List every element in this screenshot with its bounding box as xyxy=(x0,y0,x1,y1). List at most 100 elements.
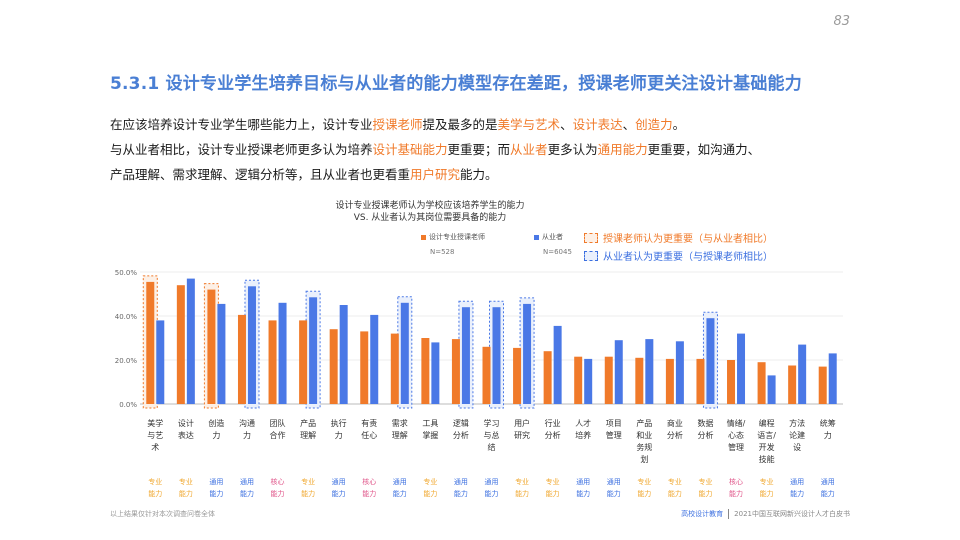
chart-title: 设计专业授课老师认为学校应该培养学生的能力 VS. 从业者认为其岗位需要具备的能… xyxy=(300,200,560,224)
paragraph-segment: 美学与艺术 xyxy=(497,117,561,132)
category-group-label: 能力 xyxy=(148,489,162,498)
y-tick-label: 40.0% xyxy=(115,313,138,321)
x-tick-label: 开发 xyxy=(759,442,775,452)
footer-brand: 高校设计教育 xyxy=(681,510,724,518)
paragraph-segment: 授课老师 xyxy=(372,117,423,132)
x-tick-label: 行业 xyxy=(545,418,561,428)
category-group-label: 专业 xyxy=(668,477,682,486)
paragraph-segment: 通用能力 xyxy=(597,142,648,157)
bar-practitioner xyxy=(492,307,501,404)
paragraph-segment: 能力。 xyxy=(460,167,498,182)
paragraph-segment: 、 xyxy=(560,117,573,132)
paragraph-line-1: 在应该培养设计专业学生哪些能力上，设计专业授课老师提及最多的是美学与艺术、设计表… xyxy=(110,114,870,133)
bar-teacher xyxy=(635,357,644,404)
bar-practitioner xyxy=(675,341,684,404)
bar-practitioner xyxy=(584,358,593,404)
bar-teacher xyxy=(237,314,246,404)
bar-practitioner xyxy=(614,340,623,404)
category-group-label: 专业 xyxy=(423,477,437,486)
category-group-label: 核心 xyxy=(362,477,376,486)
category-group-label: 专业 xyxy=(148,477,162,486)
x-tick-label: 分析 xyxy=(545,430,561,440)
bar-teacher xyxy=(207,289,216,404)
bar-teacher xyxy=(757,362,766,404)
category-group-label: 通用 xyxy=(485,477,499,486)
x-tick-label: 表达 xyxy=(178,430,194,440)
section-heading: 5.3.1 设计专业学生培养目标与从业者的能力模型存在差距，授课老师更关注设计基… xyxy=(110,74,802,94)
bar-practitioner xyxy=(186,278,195,404)
x-tick-label: 产品 xyxy=(300,418,316,428)
x-tick-label: 沟通 xyxy=(239,418,255,428)
bar-teacher xyxy=(360,331,369,404)
x-tick-label: 语言/ xyxy=(757,430,776,440)
bar-practitioner xyxy=(431,342,440,404)
paragraph-line-3: 产品理解、需求理解、逻辑分析等，且从业者也更看重用户研究能力。 xyxy=(110,164,870,183)
category-group-label: 能力 xyxy=(271,489,285,498)
category-group-label: 通用 xyxy=(790,477,804,486)
category-group-label: 能力 xyxy=(546,489,560,498)
bar-teacher xyxy=(176,285,185,404)
bar-practitioner xyxy=(828,353,837,404)
bar-teacher xyxy=(788,365,797,404)
category-group-label: 能力 xyxy=(576,489,590,498)
bar-practitioner xyxy=(339,305,348,404)
bar-teacher xyxy=(818,366,827,404)
x-tick-label: 有责 xyxy=(361,418,377,428)
paragraph-segment: 更重要；而 xyxy=(447,142,511,157)
category-group-label: 能力 xyxy=(301,489,315,498)
bar-teacher xyxy=(421,338,430,404)
category-group-label: 能力 xyxy=(393,489,407,498)
bar-practitioner xyxy=(767,375,776,404)
category-group-label: 能力 xyxy=(821,489,835,498)
category-group-label: 核心 xyxy=(271,477,285,486)
paragraph-segment: 更多认为 xyxy=(547,142,598,157)
x-tick-label: 力 xyxy=(212,430,220,440)
legend-practitioner-n: N=6045 xyxy=(543,248,572,256)
x-tick-label: 分析 xyxy=(697,430,713,440)
bar-practitioner xyxy=(461,307,470,404)
x-tick-label: 研究 xyxy=(514,430,530,440)
y-tick-label: 0.0% xyxy=(119,401,137,409)
x-tick-label: 执行 xyxy=(331,418,347,428)
paragraph-segment: 从业者 xyxy=(510,142,548,157)
bar-practitioner xyxy=(645,339,654,404)
bar-practitioner xyxy=(798,344,807,404)
category-group-label: 能力 xyxy=(607,489,621,498)
bar-practitioner xyxy=(370,314,379,404)
x-tick-label: 务规 xyxy=(636,442,652,452)
bar-teacher xyxy=(451,339,460,404)
category-group-label: 通用 xyxy=(240,477,254,486)
paragraph-segment: 在应该培养设计专业学生哪些能力上，设计专业 xyxy=(110,117,373,132)
x-tick-label: 力 xyxy=(824,430,832,440)
bar-teacher xyxy=(146,281,155,404)
footer-divider xyxy=(728,509,730,519)
chart-title-line-2: VS. 从业者认为其岗位需要具备的能力 xyxy=(353,213,507,223)
x-tick-label: 论建 xyxy=(789,430,805,440)
x-tick-label: 方法 xyxy=(789,418,805,428)
bar-practitioner xyxy=(400,302,409,404)
bar-practitioner xyxy=(217,303,226,404)
paragraph-segment: 提及最多的是 xyxy=(422,117,498,132)
x-tick-label: 情绪/ xyxy=(727,418,746,428)
x-tick-label: 分析 xyxy=(453,430,469,440)
x-tick-label: 用户 xyxy=(514,418,530,428)
y-tick-label: 50.0% xyxy=(115,269,138,277)
x-tick-label: 设 xyxy=(793,442,801,452)
x-tick-label: 分析 xyxy=(667,430,683,440)
bar-teacher xyxy=(390,333,399,404)
category-group-label: 能力 xyxy=(760,489,774,498)
category-group-label: 专业 xyxy=(515,477,529,486)
legend-teacher: 设计专业授课老师 xyxy=(421,232,485,242)
bar-teacher xyxy=(574,356,583,404)
x-tick-label: 工具 xyxy=(422,419,438,428)
bar-practitioner xyxy=(523,303,532,404)
legend-practitioner-box: 从业者认为更重要（与授课老师相比） xyxy=(584,248,773,263)
paragraph-segment: 创造力 xyxy=(635,117,673,132)
x-tick-label: 设计 xyxy=(178,418,194,428)
bar-practitioner xyxy=(309,297,318,404)
legend-teacher-label: 设计专业授课老师 xyxy=(429,233,485,241)
x-tick-label: 学习 xyxy=(484,418,500,428)
x-tick-label: 管理 xyxy=(606,430,622,440)
category-group-label: 能力 xyxy=(423,489,437,498)
